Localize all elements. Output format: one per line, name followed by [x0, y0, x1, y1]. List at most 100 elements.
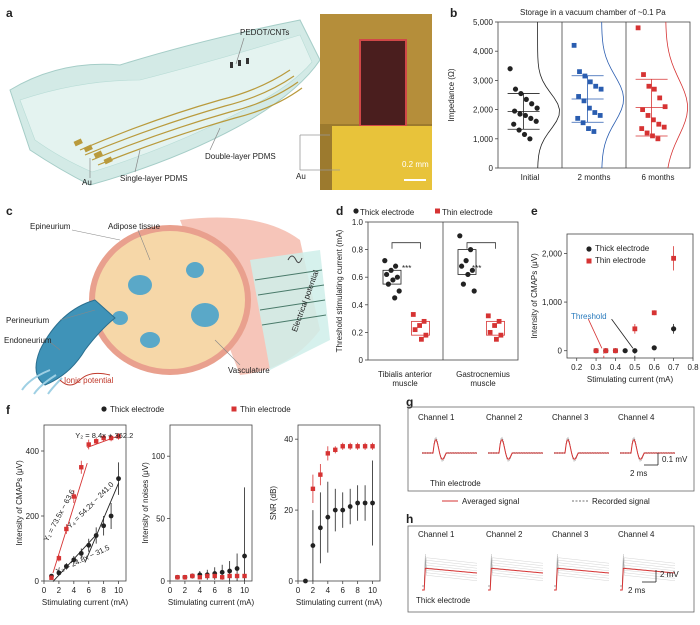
- chart-d-point: [468, 247, 474, 253]
- chart-f-frame: [43, 424, 127, 582]
- chart-d-point: [492, 323, 497, 328]
- chart-f-xtick-label: 4: [198, 586, 203, 595]
- trace-h-recorded-trace: [422, 560, 478, 587]
- chart-d-point: [410, 312, 416, 317]
- chart-b-point: [529, 101, 535, 107]
- chart-f-point: [310, 486, 316, 492]
- trace-h-recorded-trace: [422, 553, 478, 587]
- adipose-label: Adipose tissue: [108, 222, 161, 231]
- chart-f-frame: [297, 424, 381, 582]
- trace-h-averaged-trace: [422, 567, 478, 591]
- chart-e-frame: [566, 233, 694, 359]
- chart-b-point: [645, 113, 651, 118]
- legend-e-thick: Thick electrode: [595, 244, 650, 253]
- chart-f-point: [340, 444, 345, 449]
- chart-b-point: [656, 121, 662, 127]
- au-label-2: Au: [296, 172, 306, 181]
- chart-b-point: [640, 107, 645, 112]
- panel-h-label: h: [406, 512, 414, 526]
- chart-d-point: [459, 263, 465, 269]
- chart-b-point: [528, 115, 534, 121]
- trace-h-recorded-trace: [422, 555, 478, 587]
- vasculature-label: Vasculature: [228, 366, 270, 375]
- chart-b-ytick-label: 4,000: [473, 47, 494, 56]
- chart-d-point: [390, 277, 396, 283]
- trace-h-recorded-trace: [422, 562, 478, 587]
- panel-c-label: c: [6, 204, 13, 218]
- chart-e-point: [622, 348, 628, 354]
- chart-f-point: [303, 578, 308, 584]
- h-ch1: Channel 1: [418, 530, 455, 539]
- chart-d-point: [382, 258, 388, 264]
- chart-f-point: [318, 472, 323, 477]
- chart-f-point: [333, 447, 338, 453]
- chart-e-xtick-label: 0.8: [687, 363, 699, 372]
- chart-f-point: [79, 465, 84, 470]
- chart-b-point: [517, 111, 523, 117]
- chart-b-point: [575, 115, 581, 121]
- chart-f-point: [108, 435, 114, 441]
- chart-b-xtick-label: Initial: [521, 173, 540, 182]
- chart-d-point: [469, 267, 475, 273]
- chart-d-ytick-label: 0.8: [352, 246, 364, 255]
- g-ch2: Channel 2: [486, 413, 523, 422]
- chart-b-point: [523, 96, 529, 102]
- g-ch3: Channel 3: [552, 413, 589, 422]
- chart-b-point: [587, 79, 593, 85]
- trace-g-recorded-trace: [488, 438, 543, 460]
- chart-f-fit-y1: [52, 462, 88, 574]
- chart-d-point: [485, 313, 491, 319]
- chart-f-xtick-label: 10: [368, 586, 377, 595]
- chart-b-point: [591, 129, 597, 134]
- chart-b-xtick-label: 6 months: [642, 173, 675, 182]
- chart-f-ytick-label: 0: [161, 577, 166, 586]
- chart-f-fit-y2: [87, 435, 119, 448]
- trace-g-recorded-trace: [554, 437, 609, 461]
- chart-f-point: [56, 556, 62, 561]
- chart-d-ytick-label: 0.4: [352, 301, 364, 310]
- trace-g-averaged-trace: [554, 439, 609, 460]
- chart-f-xtick-label: 10: [114, 586, 123, 595]
- chart-d-point: [396, 288, 402, 294]
- chart-f-xtick-label: 6: [341, 586, 346, 595]
- chart-f-point: [205, 573, 210, 579]
- chart-b-point: [577, 69, 582, 75]
- chart-e-point: [651, 345, 657, 351]
- epineurium-label: Epineurium: [30, 222, 71, 231]
- pedot-label: PEDOT/CNTs: [240, 28, 290, 37]
- trace-h-recorded-trace: [488, 562, 544, 587]
- nerve-illustration: [21, 217, 330, 395]
- trace-g-averaged-trace: [422, 439, 477, 460]
- chart-f-xtick-label: 8: [227, 586, 232, 595]
- chart-d-point: [421, 318, 427, 324]
- chart-f-point: [370, 500, 375, 506]
- chart-b-point: [644, 130, 650, 136]
- trace-g-recorded-trace: [488, 439, 543, 459]
- chart-d-point: [385, 281, 391, 287]
- chart-d-point: [494, 336, 499, 342]
- chart-f-xtick-label: 0: [168, 586, 173, 595]
- chart-e-point: [651, 310, 657, 316]
- chart-e-ytick-label: 1,000: [542, 298, 563, 307]
- chart-f-point: [234, 566, 240, 571]
- trace-h-recorded-trace: [488, 561, 544, 587]
- chart-d-point: [471, 288, 477, 294]
- x-label-d-1-line2: muscle: [392, 379, 418, 388]
- sig-d-1: ***: [402, 264, 412, 273]
- chart-b-point: [512, 86, 519, 92]
- chart-f-point: [108, 513, 114, 519]
- ionic-label: Ionic potential: [64, 376, 114, 385]
- chart-f-point: [310, 543, 316, 548]
- chart-d-point: [487, 330, 493, 335]
- trace-h-recorded-trace: [488, 553, 544, 587]
- g-ch1: Channel 1: [418, 413, 455, 422]
- panel-a: a: [0, 0, 440, 200]
- chart-e-legend-thin-marker: [586, 258, 592, 264]
- panel-c: c Epineurium Adipose tissue Perineurium …: [0, 200, 330, 395]
- h-scale-v: 2 mV: [660, 570, 679, 579]
- chart-f-ytick-label: 50: [156, 515, 165, 524]
- g-ch4: Channel 4: [618, 413, 655, 422]
- chart-e-xtick-label: 0.7: [668, 363, 680, 372]
- chart-b-point: [598, 86, 604, 92]
- chart-d-legend-thick-marker: [353, 208, 359, 214]
